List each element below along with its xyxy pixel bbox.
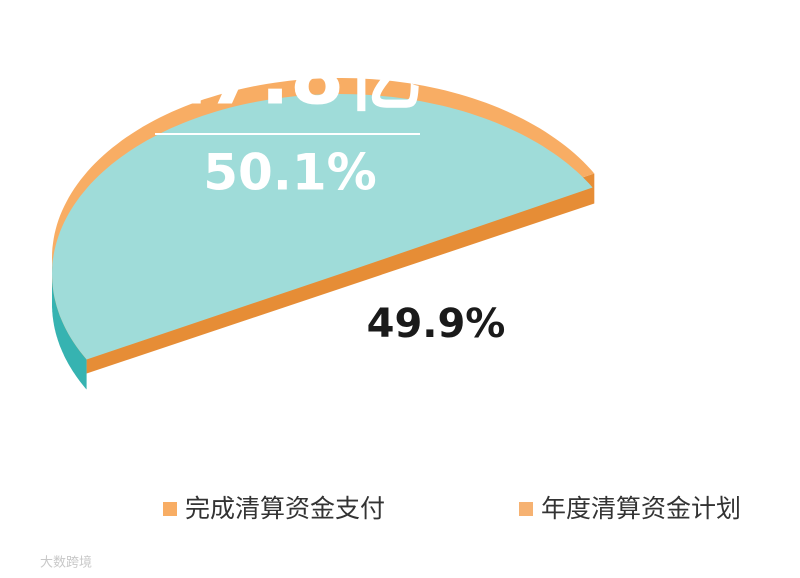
- annotation: 17.8亿: [152, 32, 422, 122]
- value-label: 49.9%: [367, 301, 506, 347]
- watermark: 大数跨境: [40, 556, 92, 571]
- slice-side: [52, 274, 87, 390]
- value-label: 50.1%: [203, 144, 376, 202]
- legend-label: 年度清算资金计划: [541, 494, 741, 523]
- pie-slice: [52, 94, 593, 360]
- legend-swatch: [163, 502, 177, 516]
- legend-swatch: [519, 502, 533, 516]
- legend-label: 完成清算资金支付: [185, 494, 385, 523]
